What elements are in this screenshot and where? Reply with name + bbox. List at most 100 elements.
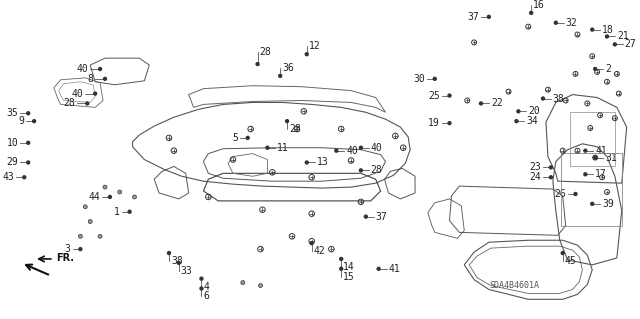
Text: 28: 28 [371, 165, 383, 175]
Circle shape [200, 287, 203, 290]
Circle shape [279, 74, 282, 77]
Circle shape [168, 252, 170, 255]
Circle shape [584, 173, 587, 176]
Circle shape [27, 141, 29, 144]
Circle shape [27, 112, 29, 115]
Text: 28: 28 [260, 47, 271, 57]
Text: 11: 11 [277, 143, 289, 153]
Text: 35: 35 [6, 108, 19, 118]
Text: 19: 19 [428, 118, 440, 128]
Text: 4: 4 [204, 281, 209, 292]
Text: 33: 33 [180, 266, 193, 276]
Text: 13: 13 [317, 158, 328, 167]
Text: 39: 39 [602, 199, 614, 209]
Text: 36: 36 [282, 63, 294, 73]
Text: 40: 40 [371, 143, 383, 153]
Circle shape [554, 21, 557, 24]
Text: 22: 22 [491, 99, 502, 108]
Circle shape [256, 63, 259, 65]
Text: 28: 28 [289, 124, 301, 134]
Text: 16: 16 [533, 0, 545, 10]
Text: 3: 3 [65, 244, 70, 254]
Text: 9: 9 [19, 116, 24, 126]
Circle shape [364, 215, 367, 218]
Circle shape [27, 161, 29, 164]
Text: 41: 41 [388, 264, 400, 274]
Text: 30: 30 [413, 74, 425, 84]
Text: 1: 1 [114, 207, 120, 217]
Text: 34: 34 [526, 116, 538, 126]
Circle shape [591, 28, 594, 31]
Text: 12: 12 [308, 41, 321, 51]
Circle shape [594, 68, 596, 70]
Circle shape [285, 120, 289, 122]
Text: FR.: FR. [56, 253, 74, 263]
Text: SDA4B4601A: SDA4B4601A [489, 281, 539, 291]
Circle shape [128, 210, 131, 213]
Text: 5: 5 [232, 133, 238, 143]
Text: 37: 37 [467, 12, 479, 22]
Circle shape [104, 77, 106, 80]
Text: 41: 41 [595, 146, 607, 156]
Circle shape [93, 92, 97, 95]
Circle shape [433, 77, 436, 80]
Text: 10: 10 [6, 138, 19, 148]
Circle shape [79, 248, 82, 251]
Circle shape [177, 261, 180, 264]
Circle shape [246, 137, 249, 139]
Text: 37: 37 [376, 211, 387, 222]
Text: 2: 2 [605, 64, 611, 74]
Text: 26: 26 [554, 189, 566, 199]
Circle shape [305, 161, 308, 164]
Text: 44: 44 [88, 192, 100, 202]
Text: 28: 28 [64, 99, 76, 108]
Circle shape [118, 190, 122, 194]
Circle shape [310, 242, 313, 245]
Circle shape [98, 234, 102, 238]
Circle shape [360, 146, 362, 149]
Bar [561, 153, 621, 226]
Circle shape [360, 169, 362, 172]
Circle shape [377, 267, 380, 270]
Circle shape [605, 35, 609, 38]
Text: 6: 6 [204, 291, 209, 301]
Circle shape [259, 284, 262, 287]
Text: 38: 38 [553, 93, 564, 103]
Circle shape [88, 219, 92, 224]
Circle shape [517, 110, 520, 113]
Circle shape [266, 146, 269, 149]
Text: 27: 27 [625, 39, 636, 49]
Text: 38: 38 [171, 256, 182, 266]
Circle shape [103, 185, 107, 189]
Text: 29: 29 [6, 158, 19, 167]
Text: 40: 40 [72, 89, 83, 99]
Text: 14: 14 [343, 262, 355, 272]
Text: 17: 17 [595, 169, 607, 179]
Circle shape [23, 176, 26, 179]
Circle shape [305, 53, 308, 56]
Text: 15: 15 [343, 272, 355, 282]
Circle shape [99, 68, 102, 70]
Circle shape [108, 196, 111, 198]
Circle shape [340, 257, 342, 260]
Circle shape [549, 176, 552, 179]
Circle shape [33, 120, 36, 122]
Text: 24: 24 [529, 172, 541, 182]
Circle shape [574, 192, 577, 196]
Circle shape [530, 11, 532, 14]
Circle shape [561, 252, 564, 255]
Circle shape [541, 97, 545, 100]
Text: 40: 40 [77, 64, 88, 74]
Circle shape [200, 277, 203, 280]
Circle shape [86, 102, 89, 105]
Circle shape [79, 234, 83, 238]
Text: 23: 23 [529, 162, 541, 172]
Circle shape [488, 15, 490, 18]
Text: 40: 40 [346, 146, 358, 156]
Circle shape [591, 202, 594, 205]
Text: 8: 8 [87, 74, 93, 84]
Text: 20: 20 [528, 106, 540, 116]
Text: 42: 42 [314, 246, 325, 256]
Text: 31: 31 [605, 152, 617, 163]
Text: 18: 18 [602, 25, 614, 34]
